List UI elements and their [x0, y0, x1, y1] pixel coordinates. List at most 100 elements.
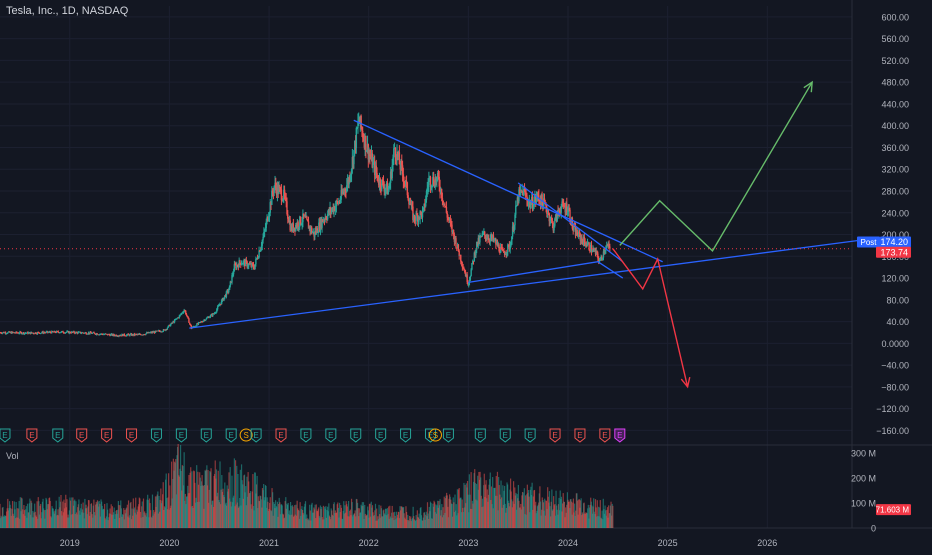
earnings-marker-1	[26, 428, 38, 443]
last-volume: 71.603 M	[876, 506, 910, 515]
candle-124	[98, 334, 100, 336]
candle-121	[95, 333, 98, 335]
volume-bar-650	[388, 506, 390, 528]
candle-151	[119, 335, 122, 337]
candle-714	[568, 208, 570, 210]
candle-38	[29, 332, 31, 334]
candle-526	[418, 216, 421, 219]
volume-bar-118	[69, 500, 72, 528]
volume-bar-879	[524, 495, 527, 528]
candle-6	[4, 332, 6, 334]
candle-735	[585, 245, 587, 247]
candle-678	[539, 201, 542, 206]
candle-533	[424, 203, 426, 207]
price-tick-19: −160.00	[876, 426, 909, 436]
price-tick-8: 280.00	[881, 186, 909, 196]
candle-531	[422, 208, 425, 210]
earnings-marker-6	[150, 428, 162, 443]
candle-575	[457, 244, 460, 252]
volume-bar-191	[113, 507, 115, 528]
candle-572	[455, 238, 457, 248]
candle-446	[354, 140, 357, 149]
event-label-9: E	[229, 431, 234, 440]
volume-tick-3: 0	[871, 524, 876, 534]
candle-60	[47, 331, 49, 333]
candle-37	[28, 332, 31, 334]
volume-bar-44	[25, 506, 27, 528]
candle-19	[14, 332, 16, 334]
candle-90	[71, 331, 73, 334]
candle-641	[510, 244, 512, 246]
candle-559	[444, 206, 447, 208]
candle-248	[197, 323, 199, 325]
candle-475	[377, 181, 380, 185]
candle-142	[112, 334, 114, 336]
candle-213	[169, 324, 171, 327]
price-tick-10: 200.00	[881, 230, 909, 240]
candle-541	[430, 186, 432, 188]
candle-740	[589, 249, 591, 252]
event-label-23: E	[527, 431, 532, 440]
candle-504	[401, 161, 403, 166]
candle-653	[519, 189, 522, 192]
candle-331	[263, 231, 265, 237]
candle-470	[373, 161, 376, 176]
candle-294	[233, 264, 236, 272]
candle-447	[355, 128, 358, 149]
candle-51	[39, 333, 42, 334]
projection-bearish	[612, 248, 689, 388]
candle-384	[305, 216, 307, 218]
candle-374	[297, 222, 299, 228]
last-price: 173.74	[880, 247, 908, 257]
candle-424	[337, 201, 339, 204]
candle-98	[77, 332, 79, 334]
candle-298	[236, 264, 239, 266]
candle-141	[111, 333, 114, 336]
candle-497	[395, 157, 397, 161]
candle-602	[479, 237, 481, 243]
candle-585	[465, 274, 468, 277]
candle-558	[444, 203, 446, 207]
candle-15	[11, 331, 13, 334]
candle-326	[259, 250, 261, 252]
volume-bar-68	[40, 503, 42, 528]
volume-bar-1016	[606, 507, 609, 528]
volume-bar-319	[190, 467, 192, 528]
candle-305	[242, 261, 244, 264]
candle-269	[213, 313, 216, 315]
post-label-badge	[857, 236, 880, 248]
price-tick-2: 520.00	[881, 56, 909, 66]
event-label-17: E	[403, 431, 408, 440]
candle-619	[492, 235, 495, 241]
candle-295	[234, 264, 236, 265]
candle-672	[535, 195, 537, 202]
candle-603	[480, 236, 482, 238]
earnings-marker-24	[549, 428, 561, 443]
candle-189	[149, 332, 152, 333]
candle-519	[413, 215, 415, 220]
candle-730	[581, 237, 583, 241]
candle-369	[293, 227, 295, 231]
candle-201	[159, 331, 161, 333]
candle-457	[363, 139, 366, 148]
time-axis: 2019 2020 2021 2022 2023 2024 2025 2026	[60, 538, 778, 548]
candle-694	[552, 222, 554, 231]
candle-272	[216, 309, 218, 312]
candle-258	[204, 319, 207, 321]
volume-bar-824	[492, 477, 494, 528]
candle-315	[250, 263, 252, 267]
candle-674	[536, 193, 539, 198]
candle-492	[391, 165, 393, 179]
candle-534	[425, 199, 427, 207]
candle-297	[236, 264, 238, 269]
candle-367	[291, 223, 294, 231]
candle-538	[428, 178, 430, 185]
candle-45	[35, 332, 37, 334]
candle-79	[62, 331, 64, 333]
candle-284	[225, 291, 228, 297]
event-label-3: E	[79, 431, 84, 440]
candle-249	[197, 322, 200, 325]
volume-bar-340	[202, 485, 204, 528]
candle-204	[161, 331, 164, 333]
